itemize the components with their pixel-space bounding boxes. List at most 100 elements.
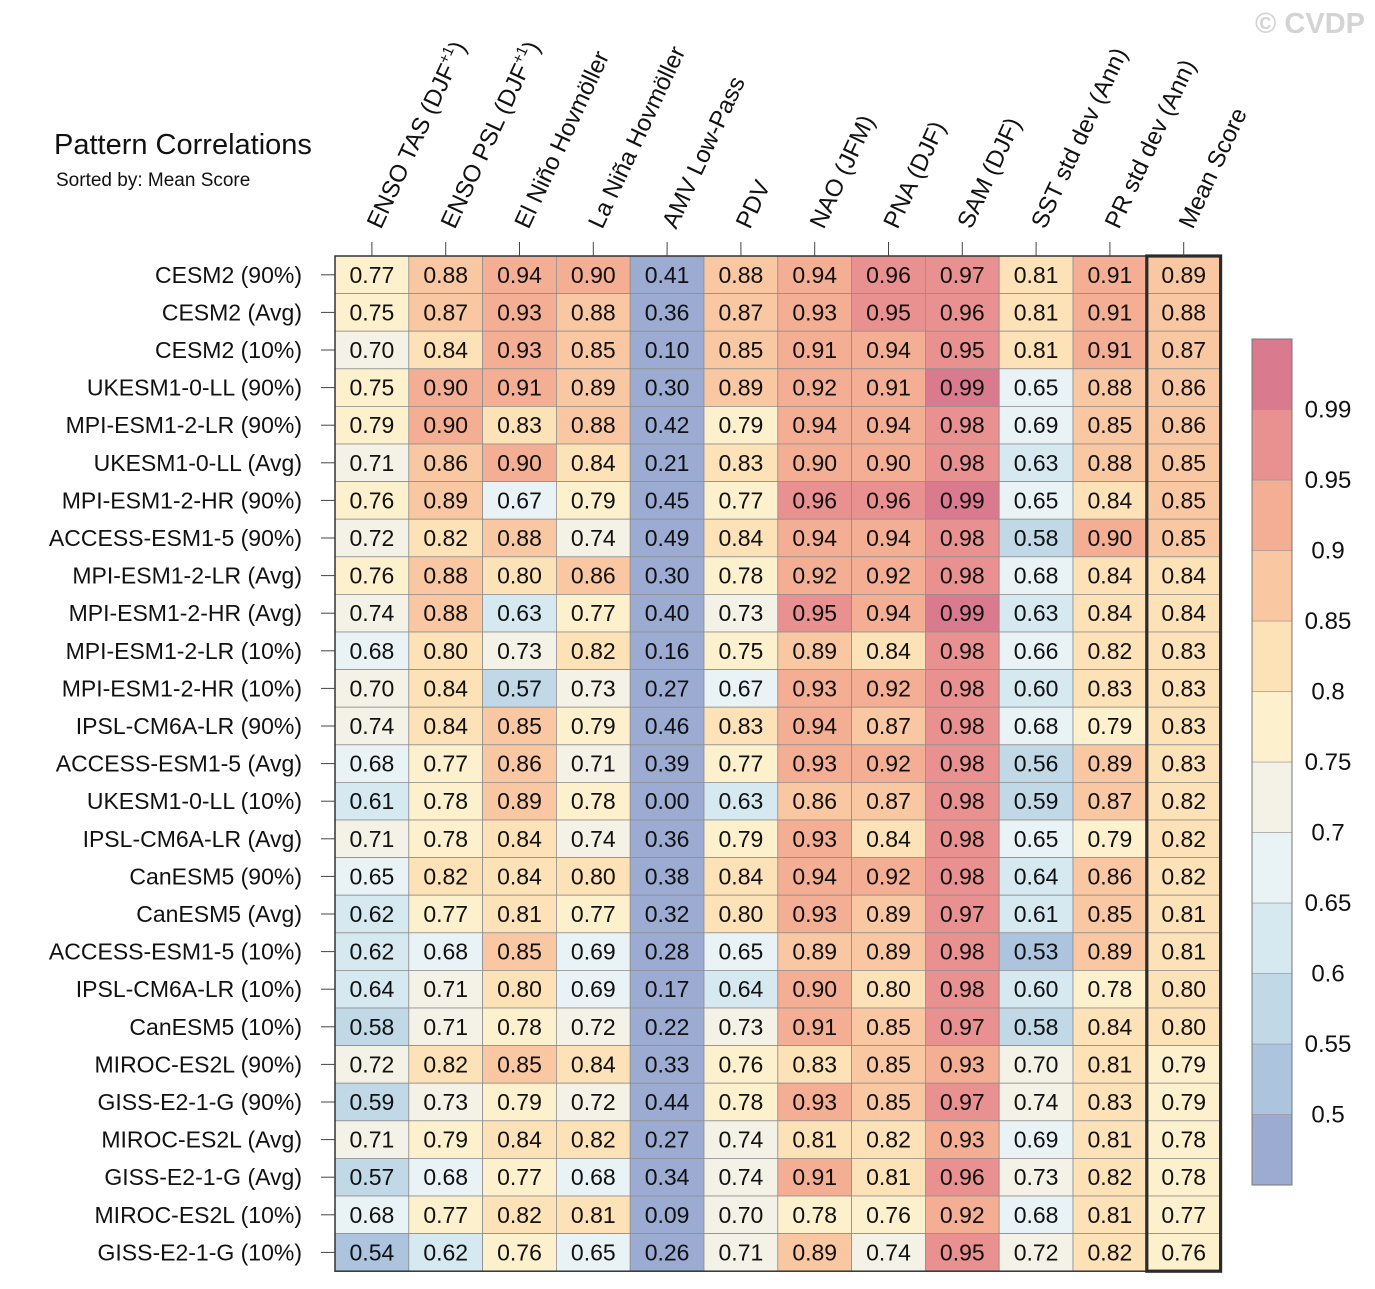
heatmap-cell	[925, 1158, 1000, 1197]
cell-value-label: 0.82	[866, 1127, 911, 1153]
cell-value-label: 0.94	[792, 262, 837, 288]
cell-value-label: 0.75	[350, 375, 395, 401]
heatmap-cell	[1072, 405, 1148, 445]
cell-value-label: 0.75	[350, 299, 395, 325]
cell-value-label: 0.91	[866, 375, 911, 401]
cell-value-label: 0.92	[866, 675, 911, 701]
cell-value-label: 0.91	[497, 375, 542, 401]
heatmap-cell	[629, 1233, 705, 1272]
cell-value-label: 0.98	[940, 976, 985, 1002]
cell-value-label: 0.79	[719, 412, 764, 438]
heatmap-cell	[629, 255, 705, 294]
heatmap-cell	[408, 744, 483, 783]
heatmap-cell	[482, 1120, 557, 1159]
cell-value-label: 0.68	[1014, 1202, 1059, 1228]
heatmap-cell	[851, 1007, 926, 1046]
heatmap-cell	[556, 518, 631, 558]
heatmap-cell	[334, 330, 410, 370]
cell-value-label: 0.81	[1088, 1051, 1133, 1077]
cell-value-label: 0.77	[423, 751, 468, 777]
cell-value-label: 0.90	[1088, 525, 1133, 551]
cell-value-label: 0.92	[866, 863, 911, 889]
heatmap-cell	[556, 1195, 631, 1234]
heatmap-cell	[1146, 368, 1222, 407]
row-label: MPI-ESM1-2-HR (Avg)	[69, 600, 302, 626]
heatmap-cell	[998, 631, 1074, 670]
cell-value-label: 0.93	[940, 1127, 985, 1153]
row-label: MIROC-ES2L (90%)	[95, 1051, 302, 1077]
colorbar-segment	[1251, 691, 1293, 763]
cell-value-label: 0.27	[645, 675, 690, 701]
heatmap-cell	[851, 330, 926, 370]
cell-value-label: 0.99	[940, 487, 985, 513]
heatmap-cell	[556, 706, 631, 746]
cell-value-label: 0.98	[940, 525, 985, 551]
cell-value-label: 0.89	[1088, 939, 1133, 965]
heatmap-cell	[556, 744, 631, 783]
heatmap-cell	[482, 857, 557, 896]
cell-value-label: 0.70	[350, 675, 395, 701]
heatmap-cell	[925, 556, 1000, 595]
cell-value-label: 0.89	[792, 638, 837, 664]
heatmap-cell	[334, 819, 410, 858]
column-label-text: PDV	[731, 176, 776, 232]
cell-value-label: 0.98	[940, 826, 985, 852]
heatmap-cell	[703, 669, 779, 708]
heatmap-cell	[703, 255, 779, 294]
cell-value-label: 0.68	[350, 638, 395, 664]
cell-value-label: 0.82	[1161, 826, 1206, 852]
cell-value-label: 0.58	[1014, 525, 1059, 551]
cell-value-label: 0.67	[719, 675, 764, 701]
cell-value-label: 0.68	[571, 1164, 616, 1190]
cell-value-label: 0.65	[350, 863, 395, 889]
cell-value-label: 0.88	[1088, 375, 1133, 401]
cell-value-label: 0.89	[792, 1239, 837, 1265]
cell-value-label: 0.40	[645, 600, 690, 626]
heatmap-cell	[556, 293, 631, 332]
cell-value-label: 0.77	[719, 487, 764, 513]
heatmap-cell	[1072, 970, 1148, 1009]
cell-value-label: 0.65	[1014, 375, 1059, 401]
cell-value-label: 0.98	[940, 713, 985, 739]
heatmap-cell	[703, 1120, 779, 1159]
cell-value-label: 0.93	[792, 675, 837, 701]
heatmap-cell	[925, 932, 1000, 971]
cell-value-label: 0.60	[1014, 675, 1059, 701]
cell-value-label: 0.86	[423, 450, 468, 476]
heatmap-cell	[629, 1045, 705, 1084]
cell-value-label: 0.91	[1088, 337, 1133, 363]
cell-value-label: 0.79	[1161, 1051, 1206, 1077]
cell-value-label: 0.98	[940, 751, 985, 777]
colorbar-segment	[1251, 1043, 1293, 1115]
colorbar-segment	[1251, 620, 1293, 692]
colorbar-tick-label: 0.99	[1305, 397, 1352, 424]
heatmap-cell	[1146, 819, 1222, 858]
cell-value-label: 0.76	[350, 563, 395, 589]
column-label: SAM (DJF)	[952, 114, 1027, 233]
cell-value-label: 0.82	[423, 525, 468, 551]
cell-value-label: 0.96	[792, 487, 837, 513]
cell-value-label: 0.70	[1014, 1051, 1059, 1077]
row-label: MPI-ESM1-2-LR (90%)	[66, 412, 302, 438]
cell-value-label: 0.46	[645, 713, 690, 739]
cell-value-label: 0.92	[940, 1202, 985, 1228]
cell-value-label: 0.74	[866, 1239, 911, 1265]
heatmap-cell	[334, 293, 410, 332]
cell-value-label: 0.93	[940, 1051, 985, 1077]
cell-value-label: 0.73	[423, 1089, 468, 1115]
heatmap-cell	[925, 1233, 1000, 1272]
heatmap-cell	[777, 330, 852, 370]
cell-value-label: 0.72	[1014, 1239, 1059, 1265]
heatmap-cell	[703, 782, 779, 821]
heatmap-cell	[556, 782, 631, 821]
cell-value-label: 0.94	[497, 262, 542, 288]
cell-value-label: 0.75	[719, 638, 764, 664]
cell-value-label: 0.77	[423, 1202, 468, 1228]
heatmap-cell	[777, 706, 852, 746]
heatmap-cell	[998, 1195, 1074, 1234]
row-labels: CESM2 (90%) CESM2 (Avg) CESM2 (10%) UKESM1-…	[49, 262, 302, 1266]
cell-value-label: 0.84	[571, 450, 616, 476]
row-label: UKESM1-0-LL (90%)	[87, 375, 302, 401]
heatmap-cell	[1146, 1233, 1222, 1272]
heatmap-cell	[482, 1158, 557, 1197]
